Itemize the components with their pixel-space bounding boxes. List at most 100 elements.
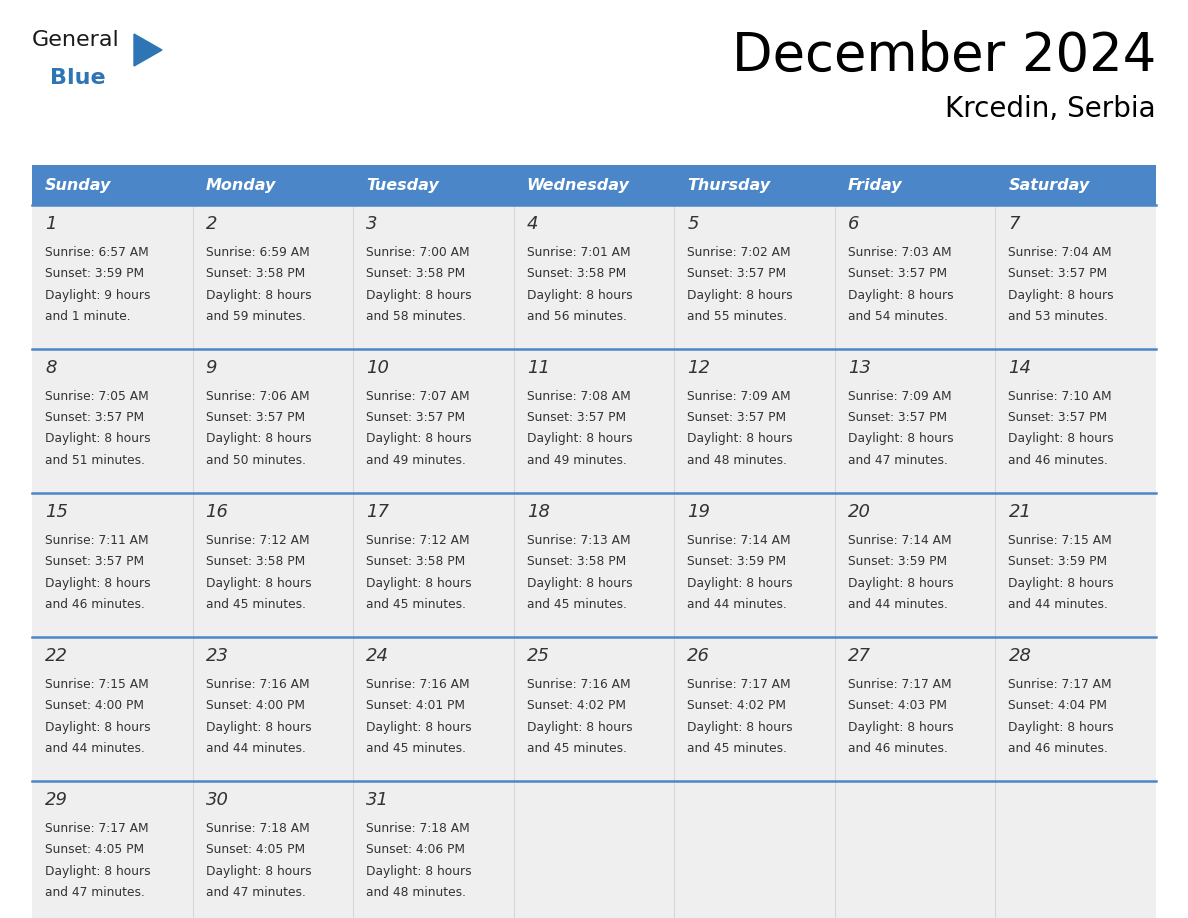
Text: and 44 minutes.: and 44 minutes.	[1009, 598, 1108, 611]
Bar	[353, 493, 513, 637]
Text: and 45 minutes.: and 45 minutes.	[688, 742, 788, 755]
Text: Sunrise: 7:13 AM: Sunrise: 7:13 AM	[526, 533, 631, 546]
Text: Daylight: 8 hours: Daylight: 8 hours	[688, 432, 792, 445]
Text: 29: 29	[45, 791, 68, 809]
Bar	[353, 349, 513, 493]
Text: Sunset: 3:58 PM: Sunset: 3:58 PM	[366, 267, 466, 280]
Text: Daylight: 8 hours: Daylight: 8 hours	[688, 577, 792, 589]
Text: Sunset: 3:57 PM: Sunset: 3:57 PM	[526, 411, 626, 424]
Text: Tuesday: Tuesday	[366, 177, 438, 193]
Text: Daylight: 8 hours: Daylight: 8 hours	[1009, 721, 1114, 733]
Text: Daylight: 8 hours: Daylight: 8 hours	[206, 721, 311, 733]
Bar	[996, 781, 1156, 918]
Text: Sunrise: 6:59 AM: Sunrise: 6:59 AM	[206, 245, 309, 259]
Bar	[835, 165, 996, 205]
Text: December 2024: December 2024	[732, 30, 1156, 82]
Bar	[675, 165, 835, 205]
Text: Daylight: 8 hours: Daylight: 8 hours	[526, 577, 632, 589]
Bar	[996, 349, 1156, 493]
Text: 30: 30	[206, 791, 228, 809]
Bar	[513, 205, 675, 349]
Text: 1: 1	[45, 215, 57, 233]
Text: 11: 11	[526, 359, 550, 377]
Bar	[835, 349, 996, 493]
Bar	[353, 637, 513, 781]
Text: Sunrise: 7:14 AM: Sunrise: 7:14 AM	[848, 533, 952, 546]
Text: Sunset: 4:01 PM: Sunset: 4:01 PM	[366, 699, 466, 712]
Bar	[835, 781, 996, 918]
Text: Sunset: 4:02 PM: Sunset: 4:02 PM	[688, 699, 786, 712]
Text: and 48 minutes.: and 48 minutes.	[366, 886, 466, 899]
Text: and 58 minutes.: and 58 minutes.	[366, 310, 466, 323]
Text: Sunset: 3:59 PM: Sunset: 3:59 PM	[45, 267, 144, 280]
Polygon shape	[134, 34, 162, 66]
Text: Wednesday: Wednesday	[526, 177, 630, 193]
Text: 22: 22	[45, 647, 68, 665]
Text: Sunrise: 7:14 AM: Sunrise: 7:14 AM	[688, 533, 791, 546]
Bar	[192, 165, 353, 205]
Bar	[996, 165, 1156, 205]
Text: Sunset: 3:57 PM: Sunset: 3:57 PM	[206, 411, 304, 424]
Text: Sunrise: 7:05 AM: Sunrise: 7:05 AM	[45, 389, 148, 402]
Text: Daylight: 8 hours: Daylight: 8 hours	[848, 432, 954, 445]
Text: and 49 minutes.: and 49 minutes.	[366, 454, 466, 467]
Text: Sunset: 3:57 PM: Sunset: 3:57 PM	[688, 411, 786, 424]
Text: and 48 minutes.: and 48 minutes.	[688, 454, 788, 467]
Bar	[996, 637, 1156, 781]
Text: 6: 6	[848, 215, 859, 233]
Text: Sunset: 3:59 PM: Sunset: 3:59 PM	[1009, 555, 1107, 568]
Text: and 54 minutes.: and 54 minutes.	[848, 310, 948, 323]
Text: Daylight: 9 hours: Daylight: 9 hours	[45, 288, 151, 301]
Text: Blue: Blue	[50, 68, 106, 88]
Text: 23: 23	[206, 647, 228, 665]
Text: Daylight: 8 hours: Daylight: 8 hours	[366, 721, 472, 733]
Text: Sunset: 3:59 PM: Sunset: 3:59 PM	[848, 555, 947, 568]
Text: 25: 25	[526, 647, 550, 665]
Bar	[513, 349, 675, 493]
Text: Sunset: 4:00 PM: Sunset: 4:00 PM	[206, 699, 304, 712]
Text: and 46 minutes.: and 46 minutes.	[848, 742, 948, 755]
Bar	[675, 349, 835, 493]
Bar	[32, 493, 192, 637]
Text: Sunset: 3:58 PM: Sunset: 3:58 PM	[366, 555, 466, 568]
Text: Daylight: 8 hours: Daylight: 8 hours	[1009, 288, 1114, 301]
Text: 19: 19	[688, 503, 710, 521]
Text: Sunrise: 7:16 AM: Sunrise: 7:16 AM	[526, 677, 631, 690]
Text: 21: 21	[1009, 503, 1031, 521]
Text: Daylight: 8 hours: Daylight: 8 hours	[45, 865, 151, 878]
Text: 31: 31	[366, 791, 390, 809]
Text: Sunrise: 7:12 AM: Sunrise: 7:12 AM	[366, 533, 469, 546]
Text: Sunset: 3:57 PM: Sunset: 3:57 PM	[848, 267, 947, 280]
Text: General: General	[32, 30, 120, 50]
Text: Daylight: 8 hours: Daylight: 8 hours	[848, 721, 954, 733]
Text: Sunrise: 7:17 AM: Sunrise: 7:17 AM	[45, 822, 148, 834]
Text: Sunrise: 7:02 AM: Sunrise: 7:02 AM	[688, 245, 791, 259]
Text: 18: 18	[526, 503, 550, 521]
Text: Sunrise: 7:10 AM: Sunrise: 7:10 AM	[1009, 389, 1112, 402]
Text: and 44 minutes.: and 44 minutes.	[848, 598, 948, 611]
Text: Daylight: 8 hours: Daylight: 8 hours	[1009, 432, 1114, 445]
Text: 20: 20	[848, 503, 871, 521]
Text: 15: 15	[45, 503, 68, 521]
Text: Sunrise: 7:18 AM: Sunrise: 7:18 AM	[206, 822, 309, 834]
Bar	[513, 781, 675, 918]
Text: 3: 3	[366, 215, 378, 233]
Text: Sunrise: 7:17 AM: Sunrise: 7:17 AM	[848, 677, 952, 690]
Text: and 1 minute.: and 1 minute.	[45, 310, 131, 323]
Bar	[513, 493, 675, 637]
Text: and 53 minutes.: and 53 minutes.	[1009, 310, 1108, 323]
Bar	[513, 165, 675, 205]
Text: Sunrise: 7:08 AM: Sunrise: 7:08 AM	[526, 389, 631, 402]
Text: Daylight: 8 hours: Daylight: 8 hours	[206, 865, 311, 878]
Text: and 46 minutes.: and 46 minutes.	[45, 598, 145, 611]
Text: Daylight: 8 hours: Daylight: 8 hours	[206, 288, 311, 301]
Text: Sunset: 4:03 PM: Sunset: 4:03 PM	[848, 699, 947, 712]
Text: and 45 minutes.: and 45 minutes.	[366, 598, 466, 611]
Text: Sunrise: 7:18 AM: Sunrise: 7:18 AM	[366, 822, 470, 834]
Bar	[835, 637, 996, 781]
Text: 17: 17	[366, 503, 390, 521]
Text: Sunset: 3:57 PM: Sunset: 3:57 PM	[45, 411, 144, 424]
Text: Sunrise: 7:17 AM: Sunrise: 7:17 AM	[688, 677, 791, 690]
Text: Saturday: Saturday	[1009, 177, 1089, 193]
Bar	[835, 205, 996, 349]
